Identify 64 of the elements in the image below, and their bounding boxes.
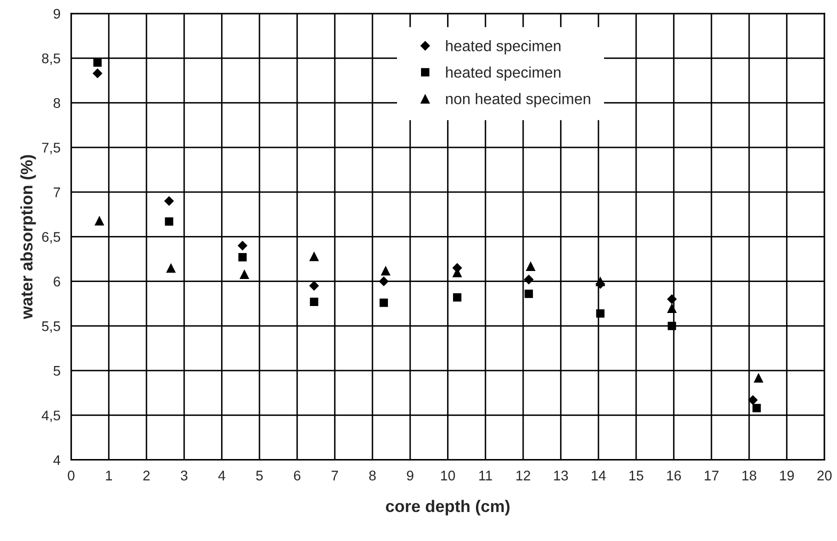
- point: [595, 276, 606, 286]
- x-tick-label: 2: [143, 470, 150, 480]
- y-tick-label: 8: [54, 98, 60, 108]
- x-tick-label: 10: [441, 470, 455, 480]
- point: [164, 217, 174, 226]
- y-tick-label: 7,5: [42, 142, 60, 154]
- point: [309, 251, 319, 262]
- y-tick-label: 6: [54, 276, 60, 286]
- point: [754, 372, 764, 383]
- x-tick-label: 19: [780, 470, 794, 480]
- x-axis-title: core depth (cm): [386, 500, 510, 516]
- x-tick-label: 1: [106, 470, 112, 480]
- point: [378, 276, 389, 286]
- point: [238, 240, 248, 251]
- x-tick-label: 18: [742, 470, 756, 480]
- legend-label: heated specimen: [446, 66, 560, 81]
- legend-label: non heated specimen: [446, 93, 590, 108]
- point: [596, 309, 605, 318]
- x-tick-label: 17: [704, 470, 718, 480]
- x-tick-label: 16: [667, 470, 681, 480]
- x-tick-label: 9: [406, 470, 414, 480]
- y-tick-label: 7: [54, 188, 60, 198]
- y-axis-title: water absorption (%): [20, 155, 36, 320]
- point: [164, 196, 174, 206]
- point: [166, 263, 176, 273]
- y-tick-label: 6,5: [42, 232, 60, 244]
- point: [380, 266, 391, 276]
- y-tick-label: 9: [54, 8, 60, 19]
- x-tick-label: 5: [256, 470, 263, 480]
- y-tick-label: 5: [54, 366, 60, 376]
- point: [94, 216, 104, 226]
- point: [238, 253, 247, 262]
- point: [752, 404, 761, 412]
- point: [526, 261, 536, 272]
- x-tick-label: 6: [294, 470, 300, 480]
- point: [309, 280, 319, 291]
- point: [666, 294, 677, 304]
- x-tick-label: 8: [369, 470, 376, 480]
- point: [524, 290, 533, 298]
- x-tick-label: 11: [479, 470, 492, 480]
- x-tick-label: 14: [592, 470, 606, 480]
- legend-label: heated specimen: [446, 40, 560, 54]
- point: [748, 395, 758, 405]
- y-tick-label: 4,5: [42, 410, 60, 422]
- x-tick-label: 4: [218, 470, 226, 480]
- point: [310, 298, 318, 306]
- x-tick-label: 7: [332, 470, 338, 480]
- x-tick-label: 15: [629, 470, 644, 480]
- point: [240, 269, 250, 280]
- point: [380, 298, 388, 307]
- point: [668, 322, 676, 330]
- y-tick-label: 8,5: [42, 53, 60, 65]
- y-tick-label: 5,5: [42, 321, 60, 333]
- y-tick-label: 4: [53, 455, 60, 465]
- point: [524, 274, 534, 284]
- point: [93, 58, 102, 67]
- x-tick-label: 0: [68, 470, 74, 480]
- point: [453, 293, 462, 302]
- point: [92, 68, 102, 78]
- point: [667, 303, 677, 313]
- x-tick-label: 12: [516, 470, 530, 480]
- x-tick-label: 20: [817, 470, 832, 480]
- x-tick-label: 13: [554, 470, 568, 480]
- x-tick-label: 3: [180, 470, 188, 480]
